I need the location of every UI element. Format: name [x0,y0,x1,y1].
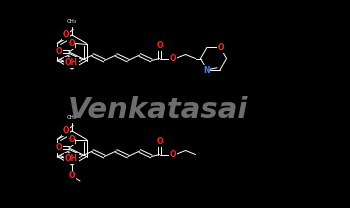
Text: O: O [156,137,163,146]
Text: OH: OH [65,154,78,163]
Text: O: O [169,54,176,63]
Text: CH₃: CH₃ [67,115,77,120]
Text: O: O [68,135,75,144]
Text: O: O [156,41,163,50]
Text: O: O [56,47,62,57]
Text: N: N [203,66,209,75]
Text: CH₃: CH₃ [67,19,77,24]
Text: O: O [63,30,70,39]
Text: Venkatasai: Venkatasai [67,96,248,124]
Text: O: O [218,43,224,52]
Text: O: O [56,144,62,152]
Text: O: O [169,150,176,159]
Text: O: O [69,172,75,181]
Text: OH: OH [65,58,78,67]
Text: O: O [63,126,70,135]
Text: O: O [68,39,75,48]
